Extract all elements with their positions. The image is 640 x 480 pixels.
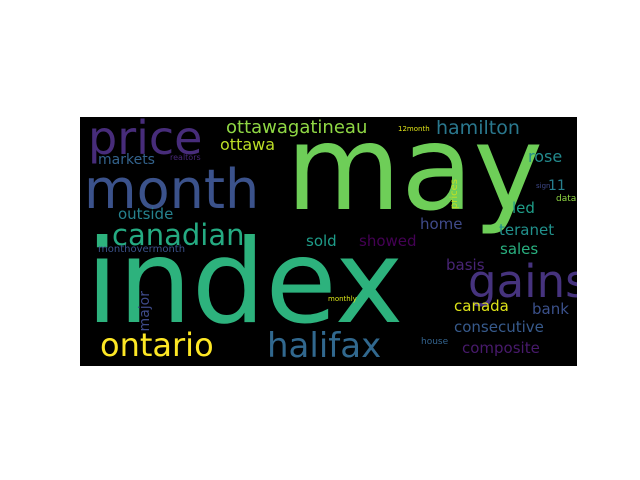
word-month: month bbox=[84, 158, 260, 221]
word-composite: composite bbox=[462, 339, 540, 357]
word-led: led bbox=[512, 199, 535, 217]
word-basis: basis bbox=[446, 256, 485, 274]
word-12month: 12month bbox=[398, 125, 430, 133]
word-showed: showed bbox=[359, 232, 417, 250]
word-sign: sign bbox=[536, 182, 551, 190]
word-outside: outside bbox=[118, 205, 174, 223]
word-index: index bbox=[86, 215, 404, 350]
word-home: home bbox=[420, 215, 463, 233]
word-prices: prices bbox=[449, 179, 460, 210]
word-bank: bank bbox=[532, 300, 569, 318]
word-house: house bbox=[421, 337, 449, 347]
word-ottawa: ottawa bbox=[220, 135, 276, 154]
word-major: major bbox=[137, 291, 153, 332]
word-halifax: halifax bbox=[267, 326, 382, 366]
word-cloud: may index month price gains ontario hali… bbox=[80, 117, 577, 366]
word-hamilton: hamilton bbox=[436, 117, 520, 139]
word-markets: markets bbox=[98, 152, 155, 168]
word-consecutive: consecutive bbox=[454, 318, 544, 336]
word-data: data bbox=[556, 194, 577, 204]
word-sales: sales bbox=[500, 240, 539, 258]
word-canada: canada bbox=[454, 297, 509, 315]
word-realtors: realtors bbox=[170, 153, 201, 162]
word-ontario: ontario bbox=[100, 326, 214, 364]
word-11: 11 bbox=[548, 178, 566, 194]
word-gains: gains bbox=[468, 255, 577, 308]
word-may: may bbox=[286, 117, 544, 237]
word-sold: sold bbox=[306, 232, 337, 250]
word-monthly: monthly bbox=[328, 295, 357, 303]
word-ottawagatineau: ottawagatineau bbox=[226, 117, 368, 138]
word-rose: rose bbox=[528, 147, 563, 166]
word-price: price bbox=[88, 117, 203, 165]
word-teranet: teranet bbox=[499, 221, 555, 239]
word-canadian: canadian bbox=[112, 218, 245, 252]
word-monthovermonth: monthovermonth bbox=[98, 244, 186, 255]
